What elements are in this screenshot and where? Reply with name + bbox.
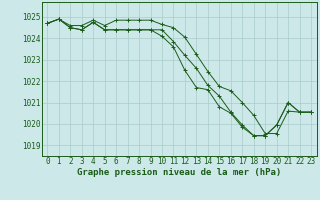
X-axis label: Graphe pression niveau de la mer (hPa): Graphe pression niveau de la mer (hPa) bbox=[77, 168, 281, 177]
